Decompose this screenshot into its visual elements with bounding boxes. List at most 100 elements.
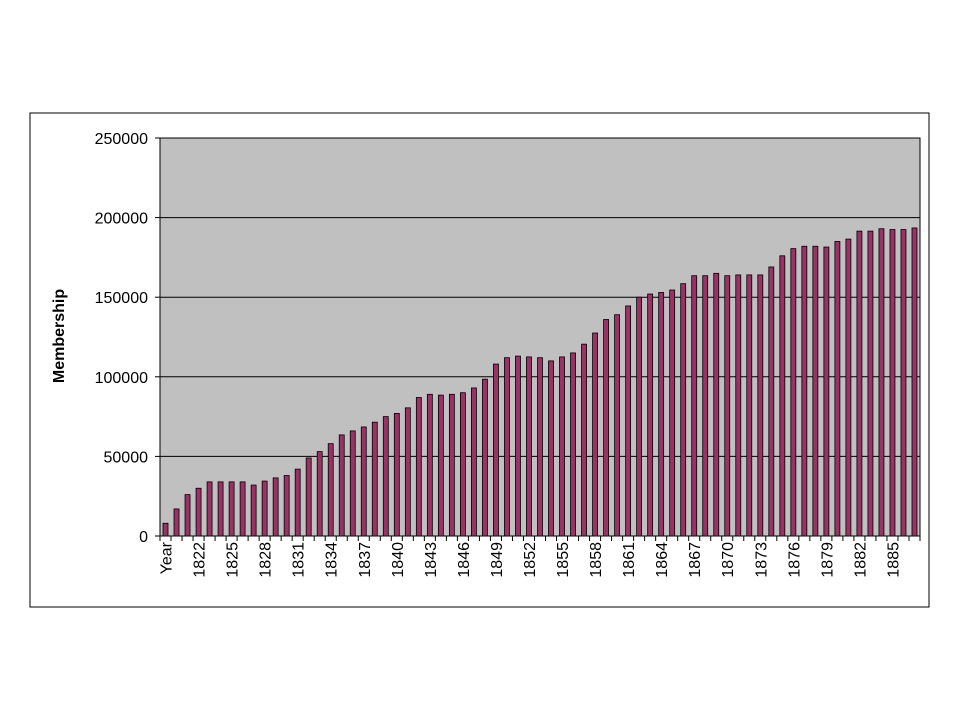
x-tick-label: 1879 (819, 542, 836, 578)
bar (382, 416, 389, 537)
x-tick-label: 1858 (588, 542, 605, 578)
x-tick-label: 1822 (192, 542, 209, 578)
bar (404, 407, 411, 537)
bar (206, 481, 213, 537)
bar (349, 430, 356, 537)
y-tick-label: 150000 (95, 290, 148, 307)
bar (779, 255, 786, 537)
bar (878, 228, 885, 537)
bar (889, 229, 896, 537)
x-tick-label: 1840 (390, 542, 407, 578)
bar (856, 230, 863, 537)
bar (162, 522, 169, 537)
bar (581, 343, 587, 537)
bar (801, 245, 808, 537)
x-tick-label: 1828 (258, 542, 275, 578)
x-tick-label: 1870 (720, 542, 737, 578)
bar (228, 481, 235, 537)
bar (327, 443, 334, 537)
bar (184, 494, 191, 537)
bar (702, 275, 709, 537)
x-tick-label: 1876 (786, 542, 803, 578)
bar (195, 487, 202, 537)
bar (845, 238, 852, 537)
y-tick-label: 0 (139, 529, 148, 546)
bar (272, 477, 279, 537)
x-tick-label: 1861 (621, 542, 638, 578)
bar (647, 293, 654, 537)
bar (570, 352, 576, 537)
bar (426, 393, 433, 537)
bar (173, 508, 180, 537)
bar (294, 468, 301, 537)
bar (515, 355, 521, 537)
bar (713, 272, 720, 537)
bar (217, 481, 224, 537)
bar (504, 357, 510, 537)
bar (371, 421, 378, 537)
bar (250, 484, 257, 537)
bar (834, 241, 841, 537)
bar (360, 426, 367, 537)
bar (603, 319, 609, 537)
bar (746, 274, 753, 537)
bar (691, 275, 698, 537)
x-tick-label: 1885 (885, 542, 902, 578)
bar (559, 356, 565, 537)
bar (526, 356, 532, 537)
bar (537, 357, 543, 537)
bar (415, 397, 422, 537)
bar (625, 305, 632, 537)
bar (305, 457, 312, 537)
bar (482, 378, 488, 537)
bar (724, 275, 731, 537)
bar (669, 289, 676, 537)
bar (261, 480, 268, 537)
bar (790, 248, 797, 537)
x-tick-label: 1864 (654, 542, 671, 578)
bar (548, 360, 554, 537)
bar (283, 475, 290, 537)
bar (823, 246, 830, 537)
bar (680, 283, 687, 537)
y-tick-label: 250000 (95, 131, 148, 148)
y-tick-label: 200000 (95, 211, 148, 228)
bar (239, 481, 246, 537)
x-tick-label: 1852 (522, 542, 539, 578)
x-tick-label: 1855 (555, 542, 572, 578)
x-tick-label: 1831 (291, 542, 308, 578)
y-tick-label: 100000 (95, 370, 148, 387)
bar (757, 274, 764, 537)
y-axis-label: Membership (51, 289, 68, 383)
bar (636, 296, 643, 537)
x-tick-label: 1825 (225, 542, 242, 578)
bar (592, 332, 598, 537)
bar (614, 314, 621, 537)
bar (459, 392, 466, 537)
bar (316, 451, 323, 537)
x-tick-label: 1867 (687, 542, 704, 578)
bar (471, 387, 477, 537)
x-tick-label: 1843 (423, 542, 440, 578)
x-tick-label: 1882 (852, 542, 869, 578)
bar (812, 245, 819, 537)
y-tick-label: 50000 (104, 449, 149, 466)
x-tick-label: 1873 (753, 542, 770, 578)
bar (448, 393, 455, 537)
bar (338, 434, 345, 537)
bar (768, 266, 775, 537)
bar (493, 363, 499, 537)
bar (437, 394, 444, 537)
bar (658, 292, 665, 537)
x-tick-label: 1849 (489, 542, 506, 578)
bar (867, 230, 874, 537)
bar (735, 274, 742, 537)
x-tick-label: Year (159, 541, 176, 574)
x-tick-label: 1837 (357, 542, 374, 578)
bar (393, 413, 400, 537)
bar (900, 229, 907, 537)
x-tick-label: 1834 (324, 542, 341, 578)
bar (911, 227, 918, 537)
x-tick-label: 1846 (456, 542, 473, 578)
